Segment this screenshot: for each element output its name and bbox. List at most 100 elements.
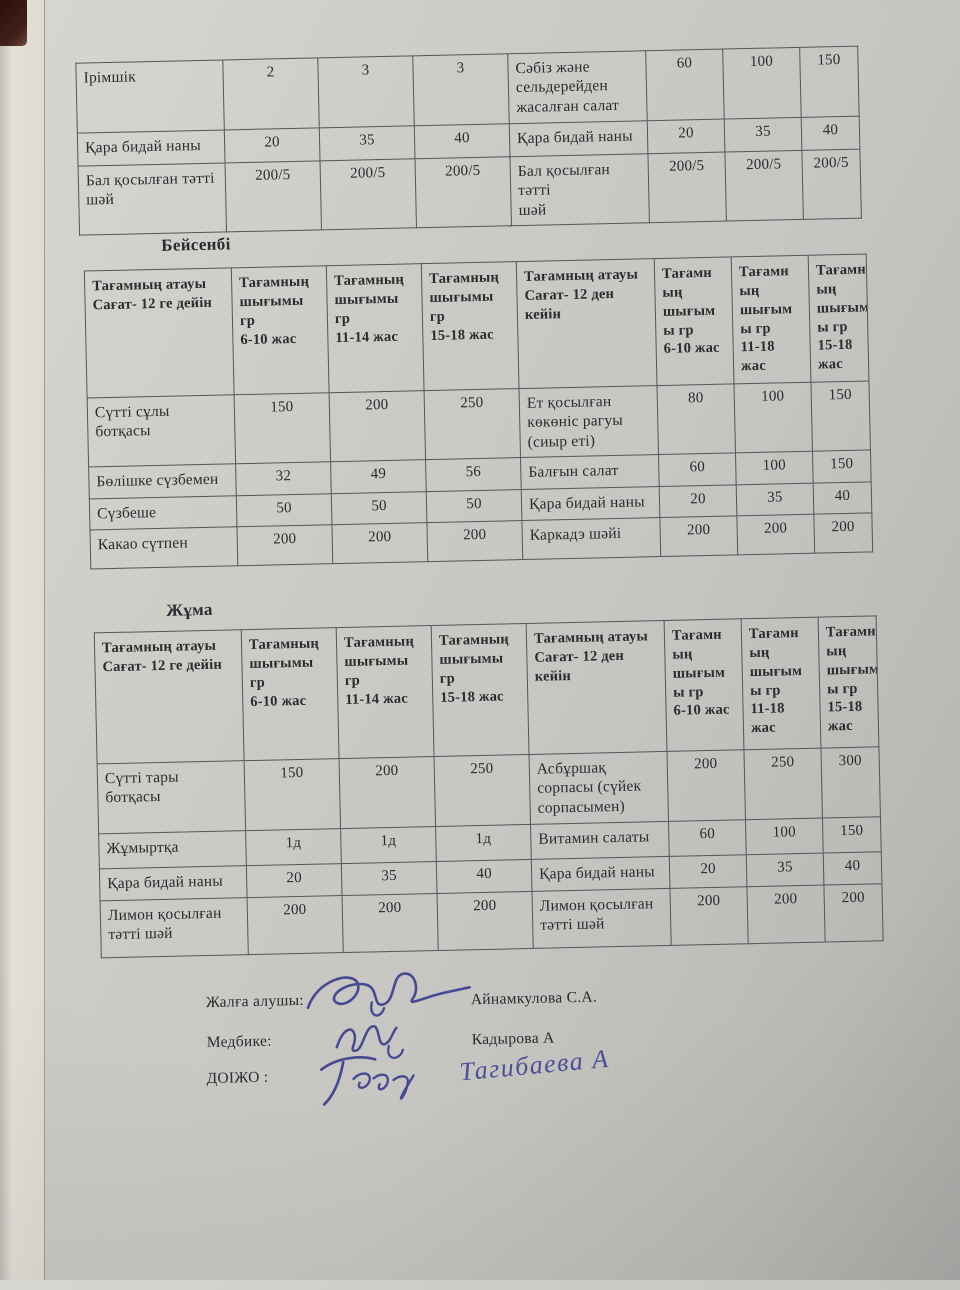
serving-value-cell: 250 bbox=[424, 388, 521, 460]
column-header-cell: Тағамның атауы Сағат- 12 ден кейін bbox=[526, 620, 667, 755]
serving-value-cell: 40 bbox=[823, 851, 882, 886]
menu-table-thursday: Тағамның атауы Сағат- 12 ге дейін Тағамны… bbox=[83, 253, 874, 570]
column-header-cell: Тағамн ың шығым ы гр 6-10 жас bbox=[654, 256, 734, 386]
column-header-cell: Тағамн ың шығым ы гр 11-18 жас bbox=[741, 617, 821, 750]
serving-value-cell: 150 bbox=[244, 758, 341, 831]
serving-value-cell: 50 bbox=[426, 489, 522, 523]
serving-value-cell: 1д bbox=[245, 828, 342, 866]
dish-name-cell: Сүзбеше bbox=[89, 495, 237, 531]
signature-name-tenant: Айнамкулова С.А. bbox=[470, 988, 598, 1009]
signature-scrawl-nurse bbox=[335, 1025, 405, 1059]
dish-name-cell: Балғын салат bbox=[520, 454, 660, 490]
section-title-thursday: Бейсенбі bbox=[161, 234, 231, 255]
menu-continuation-table: Ірімшік 2 3 3 Сәбіз және сельдерейден жасалғ… bbox=[75, 45, 862, 236]
serving-value-cell: 200 bbox=[247, 895, 344, 955]
serving-value-cell: 40 bbox=[813, 482, 872, 515]
dish-name-cell: Қара бидай наны bbox=[531, 856, 670, 892]
dish-name-cell: Жұмыртқа bbox=[98, 830, 247, 869]
dish-name-cell: Лимон қосылған тәтті шәй bbox=[531, 888, 672, 949]
table-header-row: Тағамның атауы Сағат- 12 ге дейін Тағамны… bbox=[84, 253, 869, 399]
serving-value-cell: 60 bbox=[645, 49, 725, 121]
serving-value-cell: 200 bbox=[342, 893, 439, 953]
serving-value-cell: 150 bbox=[822, 816, 882, 854]
dish-name-cell: Қара бидай наны bbox=[77, 129, 226, 167]
dish-name-cell: Ірімшік bbox=[75, 59, 225, 134]
serving-value-cell: 200/5 bbox=[320, 158, 417, 230]
serving-value-cell: 200/5 bbox=[414, 156, 512, 228]
serving-value-cell: 40 bbox=[414, 123, 510, 159]
serving-value-cell: 200 bbox=[666, 749, 746, 822]
serving-value-cell: 200 bbox=[331, 522, 428, 564]
serving-value-cell: 1д bbox=[340, 826, 437, 864]
serving-value-cell: 100 bbox=[733, 382, 813, 454]
signature-label-doizho: ДОІЖО : bbox=[206, 1068, 269, 1088]
serving-value-cell: 35 bbox=[746, 853, 824, 887]
dish-name-cell: Какао сүтпен bbox=[90, 526, 238, 570]
serving-value-cell: 200 bbox=[746, 885, 826, 944]
serving-value-cell: 40 bbox=[436, 859, 532, 894]
serving-value-cell: 200 bbox=[426, 520, 523, 562]
serving-value-cell: 32 bbox=[235, 461, 332, 496]
serving-value-cell: 80 bbox=[656, 383, 736, 455]
serving-value-cell: 40 bbox=[801, 116, 860, 151]
serving-value-cell: 200 bbox=[437, 891, 534, 951]
dish-name-cell: Каркадэ шәйі bbox=[521, 517, 661, 560]
serving-value-cell: 100 bbox=[735, 451, 814, 485]
serving-value-cell: 35 bbox=[736, 483, 814, 516]
serving-value-cell: 3 bbox=[412, 53, 510, 126]
column-header-cell: Тағамның атауы Сағат- 12 ден кейін bbox=[516, 258, 657, 389]
serving-value-cell: 50 bbox=[236, 493, 332, 527]
serving-value-cell: 35 bbox=[319, 125, 415, 161]
dish-name-cell: Витамин салаты bbox=[530, 821, 670, 860]
dish-name-cell: Бал қосылған тәтті шәй bbox=[509, 153, 650, 226]
serving-value-cell: 200 bbox=[669, 886, 749, 946]
column-header-cell: Тағамн ың шығым ы гр 6-10 жас bbox=[664, 618, 744, 752]
menu-table-friday: Тағамның атауы Сағат- 12 ге дейін Тағамны… bbox=[93, 615, 884, 959]
serving-value-cell: 250 bbox=[434, 754, 531, 827]
serving-value-cell: 250 bbox=[743, 748, 823, 820]
serving-value-cell: 200/5 bbox=[647, 152, 727, 223]
column-header-cell: Тағамның шығымы гр 6-10 жас bbox=[241, 627, 340, 761]
signature-label-tenant: Жалға алушы: bbox=[205, 991, 305, 1012]
column-header-cell: Тағамның шығымы гр 15-18 жас bbox=[421, 261, 520, 391]
serving-value-cell: 20 bbox=[246, 863, 343, 898]
dish-name-cell: Лимон қосылған тәтті шәй bbox=[100, 897, 249, 958]
column-header-cell: Тағамның шығымы гр 11-14 жас bbox=[326, 263, 425, 393]
serving-value-cell: 100 bbox=[745, 818, 824, 855]
dish-name-cell: Сәбіз және сельдерейден жасалған салат bbox=[507, 50, 648, 124]
serving-value-cell: 3 bbox=[317, 55, 415, 128]
serving-value-cell: 300 bbox=[820, 746, 881, 819]
signature-scrawl-tenant bbox=[306, 972, 471, 1017]
column-header-cell: Тағамның атауы Сағат- 12 ге дейін bbox=[94, 629, 245, 764]
serving-value-cell: 200 bbox=[813, 513, 873, 554]
serving-value-cell: 200 bbox=[329, 390, 426, 462]
serving-value-cell: 56 bbox=[425, 457, 522, 492]
serving-value-cell: 200/5 bbox=[724, 150, 804, 222]
serving-value-cell: 200 bbox=[236, 524, 333, 566]
column-header-cell: Тағамн ың шығым ы гр 15-18 жас bbox=[818, 615, 879, 749]
dish-name-cell: Қара бидай наны bbox=[99, 865, 248, 901]
serving-value-cell: 20 bbox=[647, 119, 725, 154]
serving-value-cell: 200 bbox=[339, 756, 436, 829]
serving-value-cell: 50 bbox=[331, 491, 427, 525]
section-title-friday: Жұма bbox=[166, 599, 213, 620]
serving-value-cell: 200/5 bbox=[225, 160, 322, 233]
serving-value-cell: 200/5 bbox=[801, 149, 862, 220]
serving-value-cell: 2 bbox=[222, 57, 320, 130]
serving-value-cell: 60 bbox=[668, 819, 747, 857]
column-header-cell: Тағамн ың шығым ы гр 11-18 жас bbox=[731, 255, 811, 384]
dish-name-cell: Бөлішке сүзбемен bbox=[88, 463, 237, 500]
serving-value-cell: 35 bbox=[341, 861, 438, 896]
dish-name-cell: Ет қосылған көкөніс рагуы (сиыр еті) bbox=[519, 385, 659, 458]
serving-value-cell: 20 bbox=[224, 127, 321, 163]
dish-name-cell: Қара бидай наны bbox=[509, 120, 648, 157]
serving-value-cell: 200 bbox=[823, 883, 884, 943]
dish-name-cell: Сүтті сұлы ботқасы bbox=[87, 394, 236, 468]
serving-value-cell: 150 bbox=[234, 392, 331, 464]
serving-value-cell: 100 bbox=[722, 47, 802, 120]
serving-value-cell: 200 bbox=[659, 515, 738, 557]
dish-name-cell: Бал қосылған тәтті шәй bbox=[78, 162, 227, 236]
serving-value-cell: 150 bbox=[799, 46, 860, 118]
dish-name-cell: Сүтті тары ботқасы bbox=[97, 760, 246, 834]
